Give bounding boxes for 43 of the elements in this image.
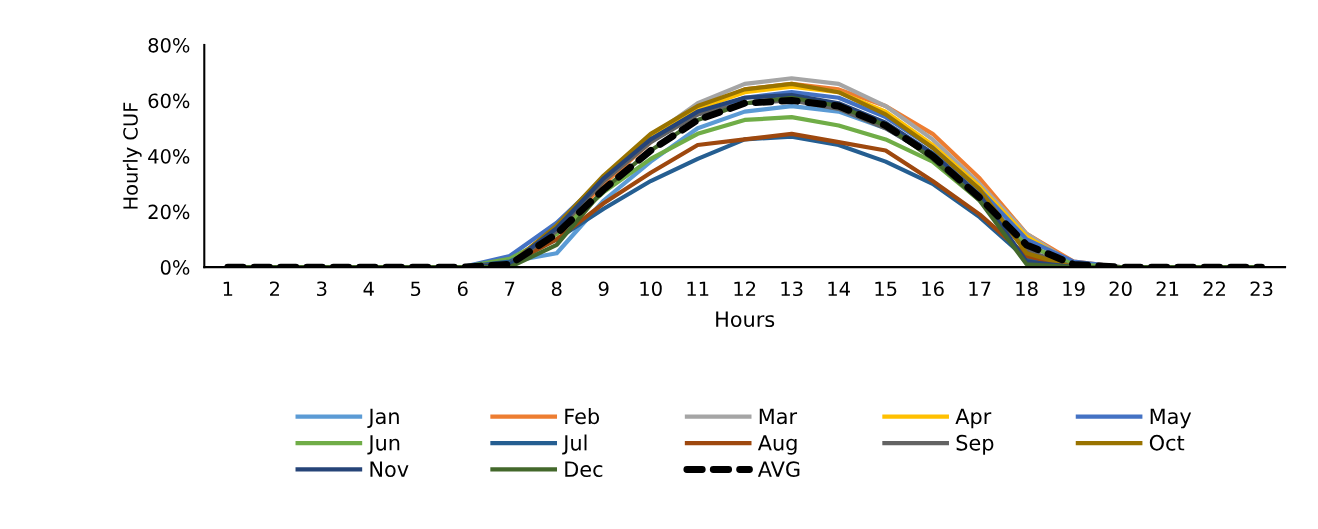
legend-label: Jan (367, 408, 399, 429)
y-tick-label: 20% (148, 204, 190, 220)
x-tick-label: 1 (223, 281, 233, 296)
legend-label: Aug (757, 435, 797, 455)
x-tick-label: 8 (551, 281, 562, 297)
y-tick-label: 60% (148, 93, 190, 109)
y-axis-title: Hourly CUF (122, 102, 142, 209)
legend-label: Dec (565, 461, 603, 478)
x-tick-label: 16 (922, 281, 944, 297)
x-tick-label: 2 (270, 281, 280, 296)
legend-label: Jul (562, 434, 587, 455)
x-axis-title: Hours (716, 311, 775, 328)
legend-label: Feb (565, 408, 600, 425)
x-tick-label: 15 (875, 281, 897, 297)
x-tick-label: 19 (1063, 281, 1085, 297)
y-tick-label: 0% (160, 260, 190, 275)
legend-label: Mar (759, 408, 798, 425)
x-tick-label: 22 (1203, 281, 1225, 296)
x-tick-label: 14 (828, 281, 850, 296)
legend-label: Jun (367, 435, 400, 455)
x-tick-label: 13 (781, 281, 803, 297)
x-tick-label: 20 (1109, 281, 1132, 297)
x-tick-label: 21 (1156, 281, 1179, 296)
x-tick-label: 7 (505, 281, 515, 296)
x-tick-label: 4 (363, 281, 374, 296)
x-tick-label: 6 (457, 281, 468, 297)
x-tick-label: 11 (687, 281, 709, 296)
x-tick-label: 3 (317, 281, 327, 297)
legend-label: AVG (757, 461, 800, 478)
legend-label: Oct (1149, 434, 1185, 451)
x-tick-label: 9 (598, 281, 609, 297)
y-tick-label: 40% (148, 149, 190, 164)
x-tick-label: 18 (1016, 281, 1038, 297)
x-tick-label: 23 (1250, 281, 1273, 297)
legend-label: Sep (956, 434, 994, 455)
x-tick-label: 12 (734, 281, 756, 296)
x-tick-label: 5 (411, 281, 421, 297)
legend-label: Apr (955, 408, 992, 429)
legend-label: May (1150, 408, 1192, 429)
x-tick-label: 17 (969, 281, 991, 296)
x-tick-label: 10 (640, 281, 662, 297)
y-tick-label: 80% (148, 37, 190, 53)
legend-label: Nov (370, 461, 409, 478)
